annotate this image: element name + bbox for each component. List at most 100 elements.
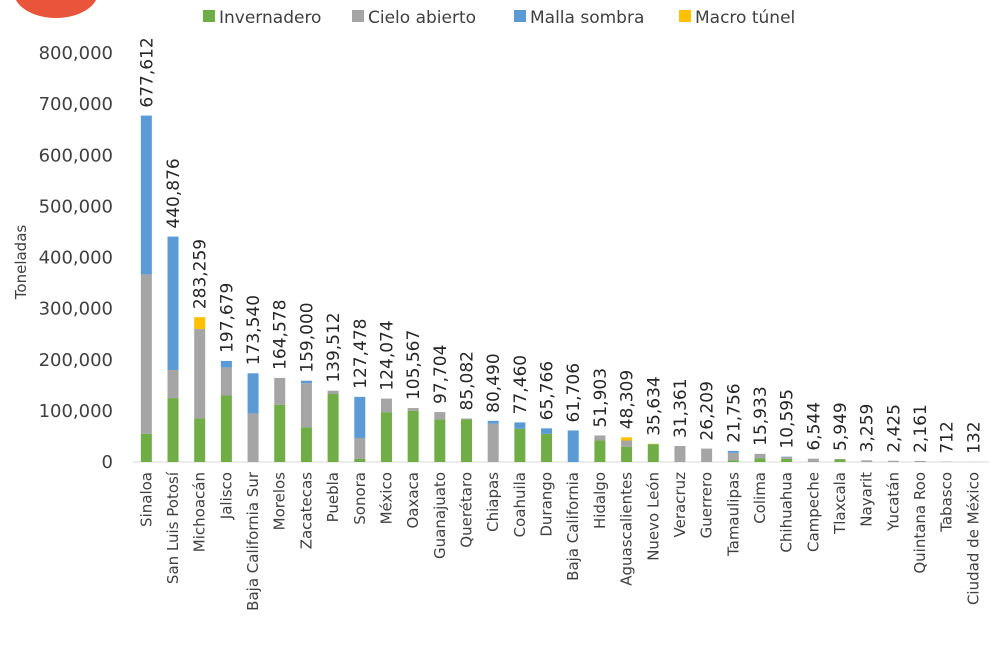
bar-chihuahua-cielo-abierto (781, 456, 793, 459)
bar-puebla-invernadero (327, 394, 339, 462)
legend-label-cielo-abierto: Cielo abierto (368, 8, 476, 28)
bar-chihuahua-invernadero (781, 458, 793, 462)
bar-nayarit-cielo-abierto (861, 460, 873, 462)
bar-sonora-malla-sombra (354, 396, 366, 438)
tomato-icon (16, 0, 96, 18)
bar-guerrero-cielo-abierto (701, 448, 713, 462)
bar-hidalgo-invernadero (594, 440, 606, 462)
x-tick-label-queretaro: Querétaro (458, 472, 476, 548)
y-tick-label: 600,000 (39, 145, 113, 166)
bar-colima-invernadero (754, 458, 766, 462)
bar-durango-invernadero (541, 433, 553, 462)
x-tick-label-morelos: Morelos (271, 472, 289, 531)
bar-chiapas-malla-sombra (487, 420, 499, 424)
data-label-michoacan: 283,259 (191, 239, 211, 309)
bar-yucatan-cielo-abierto (887, 460, 899, 462)
x-tick-label-quintana-roo: Quintana Roo (911, 472, 929, 574)
bar-mexico-cielo-abierto (380, 398, 392, 413)
bar-oaxaca-cielo-abierto (407, 408, 419, 411)
x-tick-label-guanajuato: Guanajuato (431, 472, 449, 559)
bar-tamaulipas-malla-sombra (727, 450, 739, 453)
bar-tlaxcala-invernadero (834, 459, 846, 462)
bar-aguascalientes-invernadero (621, 446, 633, 462)
x-tick-label-san-luis-potosi: San Luis Potosí (164, 471, 182, 584)
x-tick-label-jalisco: Jalisco (217, 472, 235, 520)
y-tick-label: 200,000 (39, 350, 113, 371)
y-tick-label: 800,000 (39, 43, 113, 64)
data-label-ciudad-de-mexico: 132 (964, 421, 984, 453)
data-labels: 677,612 440,876 283,259 197,679 173,540 164,5… (137, 37, 984, 454)
data-label-tlaxcala: 5,949 (831, 402, 851, 451)
bar-puebla-cielo-abierto (327, 390, 339, 395)
bar-san-luis-potosi-invernadero (167, 398, 179, 462)
y-axis-title: Toneladas (12, 225, 30, 301)
data-label-nayarit: 3,259 (858, 404, 878, 453)
bar-aguascalientes-macro-tunel (621, 437, 633, 441)
legend-label-malla-sombra: Malla sombra (530, 8, 644, 28)
y-axis: 0 100,000 200,000 300,000 400,000 500,000 600,… (39, 43, 113, 473)
legend-label-macro-tunel: Macro túnel (695, 8, 795, 28)
bar-guanajuato-invernadero (434, 419, 446, 462)
x-tick-label-yucatan: Yucatán (884, 472, 902, 532)
x-tick-label-puebla: Puebla (324, 472, 342, 522)
bar-jalisco-invernadero (220, 395, 232, 462)
data-label-yucatan: 2,425 (884, 404, 904, 453)
x-tick-label-baja-california: Baja California (564, 472, 582, 581)
data-label-coahuila: 77,460 (511, 355, 531, 414)
x-tick-label-michoacan: Michoacán (191, 472, 209, 552)
legend-swatch-cielo-abierto (352, 10, 364, 22)
bar-nuevo-leon-invernadero (647, 444, 659, 462)
x-tick-label-sonora: Sonora (351, 472, 369, 525)
bar-queretaro-cielo-abierto (461, 418, 472, 420)
data-label-colima: 15,933 (751, 386, 771, 445)
y-tick-label: 700,000 (39, 94, 113, 115)
bar-sonora-cielo-abierto (354, 437, 366, 459)
legend-label-invernadero: Invernadero (219, 8, 321, 28)
y-tick-label: 500,000 (39, 196, 113, 217)
bar-morelos-cielo-abierto (274, 377, 286, 405)
x-tick-label-chihuahua: Chihuahua (778, 472, 796, 553)
bar-sonora-invernadero (354, 458, 366, 462)
x-tick-label-sinaloa: Sinaloa (137, 472, 155, 527)
data-label-aguascalientes: 48,309 (618, 370, 638, 429)
x-tick-label-ciudad-de-mexico: Ciudad de México (964, 472, 982, 605)
data-label-oaxaca: 105,567 (404, 330, 424, 400)
x-tick-label-chiapas: Chiapas (484, 472, 502, 532)
data-label-chihuahua: 10,595 (778, 389, 798, 448)
data-label-tamaulipas: 21,756 (724, 383, 744, 442)
x-tick-label-tlaxcala: Tlaxcala (831, 472, 849, 535)
x-tick-label-zacatecas: Zacatecas (297, 472, 315, 549)
bar-durango-malla-sombra (541, 428, 553, 434)
data-label-baja-california-sur: 173,540 (244, 295, 264, 365)
data-label-morelos: 164,578 (271, 300, 291, 370)
data-label-nuevo-leon: 35,634 (644, 376, 664, 435)
x-tick-label-veracruz: Veracruz (671, 472, 689, 538)
bar-campeche-cielo-abierto (807, 458, 819, 462)
bar-colima-cielo-abierto (754, 453, 766, 459)
x-tick-label-oaxaca: Oaxaca (404, 472, 422, 529)
x-tick-label-hidalgo: Hidalgo (591, 472, 609, 529)
legend-swatch-macro-tunel (679, 10, 691, 22)
bar-mexico-invernadero (380, 412, 392, 462)
data-label-san-luis-potosi: 440,876 (164, 158, 184, 228)
bar-baja-california-sur-cielo-abierto (247, 413, 259, 462)
bar-sinaloa-malla-sombra (140, 115, 152, 275)
bar-baja-california-malla-sombra (567, 430, 579, 462)
bar-baja-california-sur-malla-sombra (247, 373, 259, 414)
data-label-queretaro: 85,082 (458, 351, 478, 410)
y-tick-label: 0 (102, 452, 113, 473)
x-tick-label-durango: Durango (538, 472, 556, 537)
bar-coahuila-invernadero (514, 428, 526, 462)
x-tick-label-tabasco: Tabasco (938, 472, 956, 533)
bars (140, 115, 979, 462)
data-label-hidalgo: 51,903 (591, 368, 611, 427)
bar-san-luis-potosi-cielo-abierto (167, 369, 179, 399)
legend-swatch-malla-sombra (514, 10, 526, 22)
data-label-mexico: 124,074 (377, 320, 397, 390)
data-label-tabasco: 712 (938, 421, 958, 453)
bar-jalisco-malla-sombra (220, 360, 232, 368)
bar-aguascalientes-cielo-abierto (621, 440, 633, 447)
bar-zacatecas-malla-sombra (300, 380, 312, 384)
bar-michoacan-cielo-abierto (194, 329, 206, 419)
